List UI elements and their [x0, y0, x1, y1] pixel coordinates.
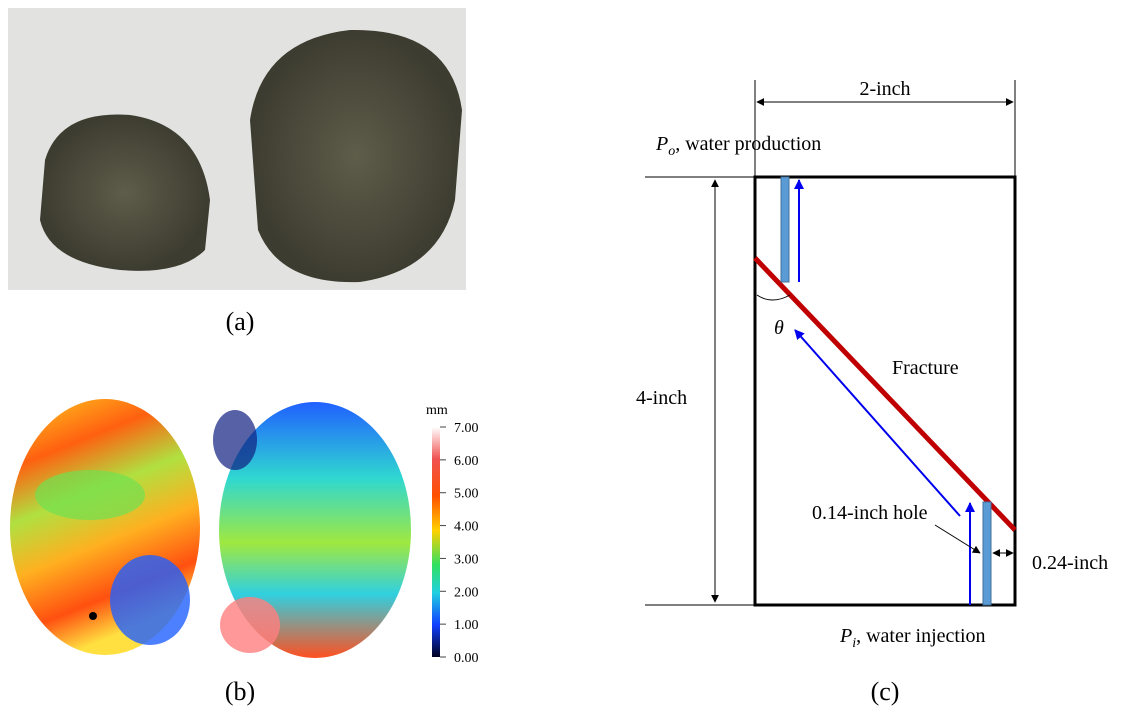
scan-maps — [10, 399, 411, 658]
subscript: o — [668, 144, 675, 159]
angle-label: θ — [774, 317, 784, 339]
figure: (a) mm 7.006.005.004.003.002.001.000.00 … — [0, 0, 1128, 711]
diagram — [645, 80, 1015, 605]
panel-label: (b) — [225, 677, 255, 706]
outlet-label: Po, water production — [655, 133, 821, 159]
colorbar-tick-label: 4.00 — [454, 520, 479, 535]
width-label: 2-inch — [859, 78, 910, 100]
colorbar-tick-label: 2.00 — [454, 585, 479, 600]
colorbar-tick-label: 5.00 — [454, 487, 479, 502]
colorbar-tick-label: 6.00 — [454, 454, 479, 469]
height-label: 4-inch — [636, 387, 687, 409]
text: , water production — [675, 133, 821, 155]
colorbar-tick-label: 3.00 — [454, 552, 479, 567]
colorbar-tick-label: 7.00 — [454, 421, 479, 436]
panel-label: (a) — [226, 307, 255, 336]
offset-label: 0.24-inch — [1032, 552, 1108, 574]
colorbar: mm 7.00 6.00 5.00 4.00 3.00 2.00 1.00 0.00 — [426, 403, 479, 666]
colorbar-tick-label: 0.00 — [454, 651, 479, 666]
symbol: P — [655, 133, 668, 155]
panel-label: (c) — [871, 677, 900, 706]
colorbar-tick-label: 1.00 — [454, 618, 479, 633]
photo — [8, 8, 466, 290]
hole-label: 0.14-inch hole — [812, 502, 928, 524]
symbol: P — [839, 625, 852, 647]
text: , water injection — [856, 625, 985, 647]
fracture-label: Fracture — [892, 357, 959, 379]
inlet-label: Pi, water injection — [839, 625, 986, 651]
colorbar-unit: mm — [426, 403, 448, 418]
